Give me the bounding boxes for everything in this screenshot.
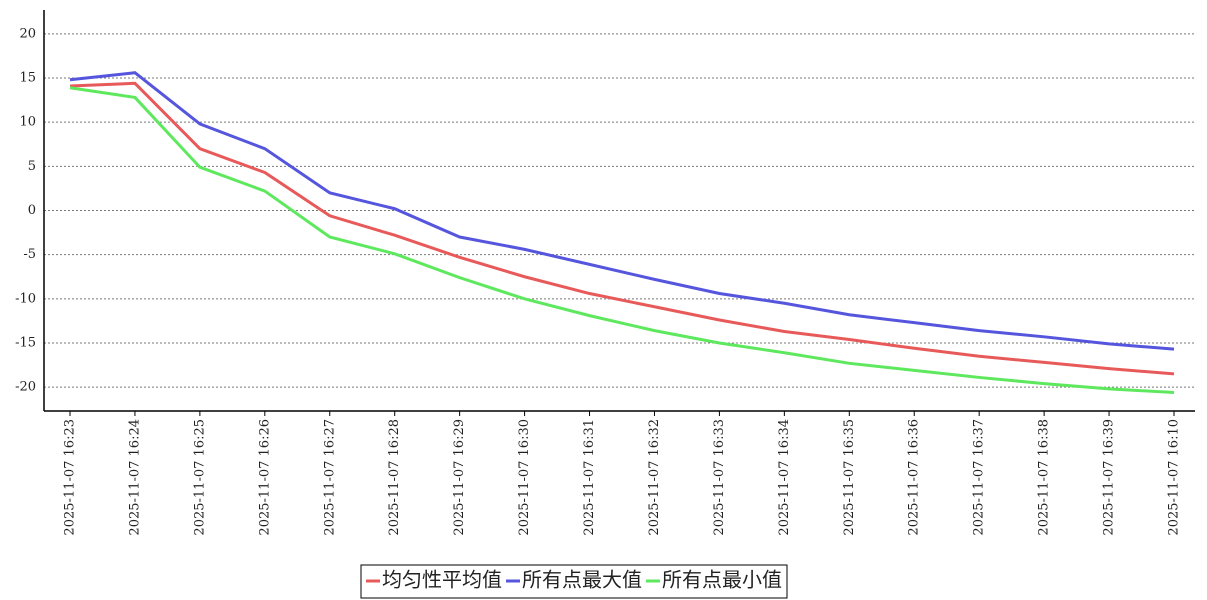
legend-label: 均匀性平均值 (382, 568, 502, 592)
y-tick-label: 0 (28, 203, 36, 218)
y-tick-label: 15 (19, 71, 36, 86)
x-tick-label: 2025-11-07 16:31 (582, 419, 597, 536)
x-tick-label: 2025-11-07 16:36 (907, 419, 922, 536)
x-tick-label: 2025-11-07 16:33 (712, 419, 727, 536)
x-tick-label: 2025-11-07 16:23 (63, 419, 78, 536)
x-tick-label: 2025-11-07 16:27 (322, 419, 337, 536)
y-tick-label: -20 (15, 380, 36, 395)
y-tick-label: 10 (19, 115, 36, 130)
x-tick-label: 2025-11-07 16:28 (387, 419, 402, 536)
series-line (69, 86, 1175, 394)
x-tick-label: 2025-11-07 16:35 (842, 419, 857, 536)
legend-box (360, 564, 788, 599)
x-tick-label: 2025-11-07 16:37 (972, 419, 987, 536)
x-tick-label: 2025-11-07 16:24 (127, 419, 142, 536)
x-tick-label: 2025-11-07 16:32 (647, 419, 662, 536)
x-tick-label: 2025-11-07 16:38 (1037, 419, 1052, 536)
series-line (69, 71, 1175, 351)
x-tick-label: 2025-11-07 16:26 (257, 419, 272, 536)
series-line (69, 81, 1175, 376)
x-tick-label: 2025-11-07 16:39 (1102, 419, 1117, 536)
y-tick-label: -5 (23, 247, 36, 262)
y-tick-label: 20 (19, 26, 36, 41)
x-tick-label: 2025-11-07 16:30 (517, 419, 532, 536)
legend: 均匀性平均值 所有点最大值 所有点最小值 (360, 564, 788, 599)
x-tick-label: 2025-11-07 16:10 (1167, 419, 1182, 536)
y-tick-label: -15 (15, 335, 36, 350)
y-tick-label: 5 (28, 159, 36, 174)
x-tick-label: 2025-11-07 16:34 (777, 419, 792, 536)
x-tick-label: 2025-11-07 16:25 (192, 419, 207, 536)
x-tick-label: 2025-11-07 16:29 (452, 419, 467, 536)
legend-label: 所有点最大值 (522, 568, 642, 592)
legend-label: 所有点最小值 (662, 568, 782, 592)
y-tick-label: -10 (15, 291, 36, 306)
